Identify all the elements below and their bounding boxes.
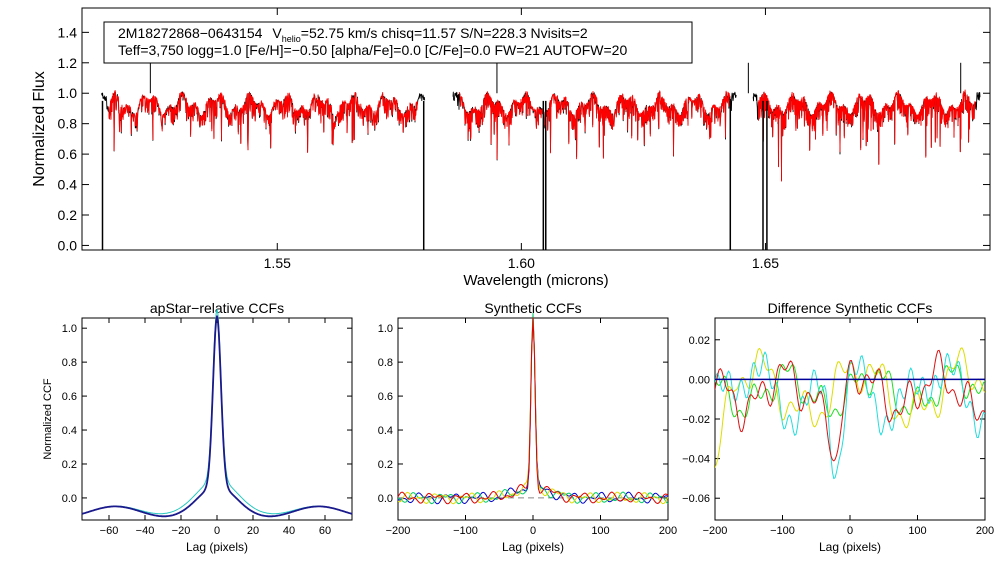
synthetic_ccf-xtick-label-1: −100 xyxy=(453,525,478,537)
apstar_ccf-xtick-label-0: −60 xyxy=(100,525,119,537)
spectrum-xlabel: Wavelength (microns) xyxy=(463,272,608,289)
difference_ccf-xtick-label-0: −200 xyxy=(703,525,728,537)
model-spectrum-chip-1 xyxy=(458,90,731,160)
apstar_ccf-ytick-label-4: 0.8 xyxy=(62,357,77,369)
difference_ccf-ytick-label-0: −0.06 xyxy=(682,493,710,505)
synthetic_ccf-xtick-label-0: −200 xyxy=(386,525,411,537)
synthetic_ccf-ytick-label-5: 1.0 xyxy=(378,323,393,335)
synthetic_ccf-ytick-label-2: 0.4 xyxy=(378,425,393,437)
difference_ccf-ytick-label-3: 0.00 xyxy=(689,374,710,386)
synthetic-ccf-chip-yellow xyxy=(397,318,669,505)
apstar_ccf-ylabel: Normalized CCF xyxy=(42,378,54,460)
spectrum-annotation: 2M18272868−0643154 Vhelio=52.75 km/s chis… xyxy=(103,21,693,64)
difference_ccf-ytick-label-1: −0.04 xyxy=(682,454,710,466)
spectrum-ytick-label-7: 1.4 xyxy=(58,24,78,40)
apstar_ccf-xtick-label-3: 0 xyxy=(214,525,220,537)
apstar-ccf-panel: −60 −40 −20 0 20 40 60 0.0 0.2 0.4 0.6 0.8 1.0 Lag (p… xyxy=(42,300,353,554)
annotation-line-2: Teff=3,750 logg=1.0 [Fe/H]=−0.50 [alpha/… xyxy=(118,42,627,58)
apstar_ccf-xlabel: Lag (pixels) xyxy=(186,540,248,554)
spectrum-ylabel: Normalized Flux xyxy=(31,71,48,187)
synthetic_ccf-frame xyxy=(397,317,669,521)
synthetic_ccf-title: Synthetic CCFs xyxy=(484,300,581,316)
spectrum-ytick-label-6: 1.2 xyxy=(58,55,78,71)
difference_ccf-xtick-label-3: 100 xyxy=(908,525,926,537)
synthetic-ccf-chip-green xyxy=(397,312,669,505)
difference_ccf-xtick-label-2: 0 xyxy=(847,525,853,537)
synthetic_ccf-ytick-label-4: 0.8 xyxy=(378,357,393,369)
apstar_ccf-ytick-label-3: 0.6 xyxy=(62,391,77,403)
apstar_ccf-ytick-label-5: 1.0 xyxy=(62,323,77,335)
apstar_ccf-xtick-label-2: −20 xyxy=(172,525,191,537)
difference-ccf-panel: −200 −100 0 100 200 −0.06 −0.04 −0.02 0.00 0.02 La… xyxy=(682,300,994,554)
difference_ccf-title: Difference Synthetic CCFs xyxy=(768,300,933,316)
spectrum-ytick-label-0: 0.0 xyxy=(58,237,78,253)
apstar_ccf-xtick-label-4: 20 xyxy=(247,525,259,537)
spectrum-ytick-label-1: 0.2 xyxy=(58,207,78,223)
spectrum-xtick-label-1: 1.60 xyxy=(508,255,535,271)
apstar_ccf-ytick-label-0: 0.0 xyxy=(62,493,77,505)
synthetic_ccf-ytick-label-1: 0.2 xyxy=(378,459,393,471)
difference_ccf-ytick-label-2: −0.02 xyxy=(682,414,710,426)
synthetic-ccf-panel: −200 −100 0 100 200 0.0 0.2 0.4 0.6 0.8 1.0 Lag (pi… xyxy=(378,300,677,554)
difference_ccf-xtick-label-4: 200 xyxy=(976,525,994,537)
apstar_ccf-xtick-label-5: 40 xyxy=(283,525,295,537)
synthetic_ccf-xtick-label-3: 100 xyxy=(591,525,609,537)
difference_ccf-ytick-label-4: 0.02 xyxy=(689,335,710,347)
synthetic-ccf-chip-red xyxy=(397,317,669,505)
apstar_ccf-title: apStar−relative CCFs xyxy=(150,300,284,316)
difference-ccf-red xyxy=(715,349,985,462)
synthetic_ccf-ytick-label-0: 0.0 xyxy=(378,493,393,505)
spectrum-ytick-label-3: 0.6 xyxy=(58,146,78,162)
annotation-line-1: 2M18272868−0643154 Vhelio=52.75 km/s chis… xyxy=(118,25,588,44)
spectrum-panel: 1.55 1.60 1.65 0.0 0.2 0.4 0.6 0.8 1.0 1.2 1.4 Wave… xyxy=(31,7,991,289)
vhelio-prefix: V xyxy=(272,25,282,41)
spectrum-xtick-label-2: 1.65 xyxy=(752,255,779,271)
spectrum-xtick-label-0: 1.55 xyxy=(264,255,291,271)
spectrum-ytick-label-5: 1.0 xyxy=(58,85,78,101)
apstar-ccf-visit-1 xyxy=(81,315,353,518)
synthetic_ccf-xtick-label-4: 200 xyxy=(659,525,677,537)
difference-ccf-cyan xyxy=(715,351,985,480)
vhelio-rest: =52.75 km/s chisq=11.57 S/N=228.3 Nvisit… xyxy=(301,25,588,41)
vhelio-sub: helio xyxy=(282,34,301,44)
annotation-box xyxy=(103,21,693,64)
star-id: 2M18272868−0643154 xyxy=(118,25,263,41)
apstar_ccf-ytick-label-1: 0.2 xyxy=(62,459,77,471)
spectrum-plot-area xyxy=(101,62,981,250)
synthetic_ccf-xlabel: Lag (pixels) xyxy=(502,540,564,554)
apstar_ccf-xtick-label-1: −40 xyxy=(136,525,155,537)
spectrum-frame xyxy=(81,7,991,251)
apstar_ccf-frame xyxy=(81,317,353,521)
synthetic_ccf-ytick-label-3: 0.6 xyxy=(378,391,393,403)
difference-ccf-green xyxy=(715,363,985,418)
difference_ccf-xtick-label-1: −100 xyxy=(770,525,795,537)
spectrum-ytick-label-4: 0.8 xyxy=(58,116,78,132)
synthetic_ccf-xtick-label-2: 0 xyxy=(530,525,536,537)
apstar_ccf-ytick-label-2: 0.4 xyxy=(62,425,77,437)
difference_ccf-xlabel: Lag (pixels) xyxy=(819,540,881,554)
apstar-ccf-visit-2 xyxy=(81,309,353,515)
difference-plot-area xyxy=(715,347,985,480)
synthetic-ccf-chip-blue xyxy=(397,317,669,505)
model-spectrum-chip-2 xyxy=(757,89,976,182)
difference_ccf-frame xyxy=(714,317,986,521)
model-spectrum-chip-0 xyxy=(108,90,418,153)
spectrum-ytick-label-2: 0.4 xyxy=(58,177,78,193)
apstar_ccf-xtick-label-6: 60 xyxy=(319,525,331,537)
